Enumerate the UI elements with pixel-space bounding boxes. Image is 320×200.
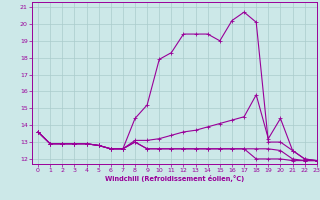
X-axis label: Windchill (Refroidissement éolien,°C): Windchill (Refroidissement éolien,°C) xyxy=(105,175,244,182)
